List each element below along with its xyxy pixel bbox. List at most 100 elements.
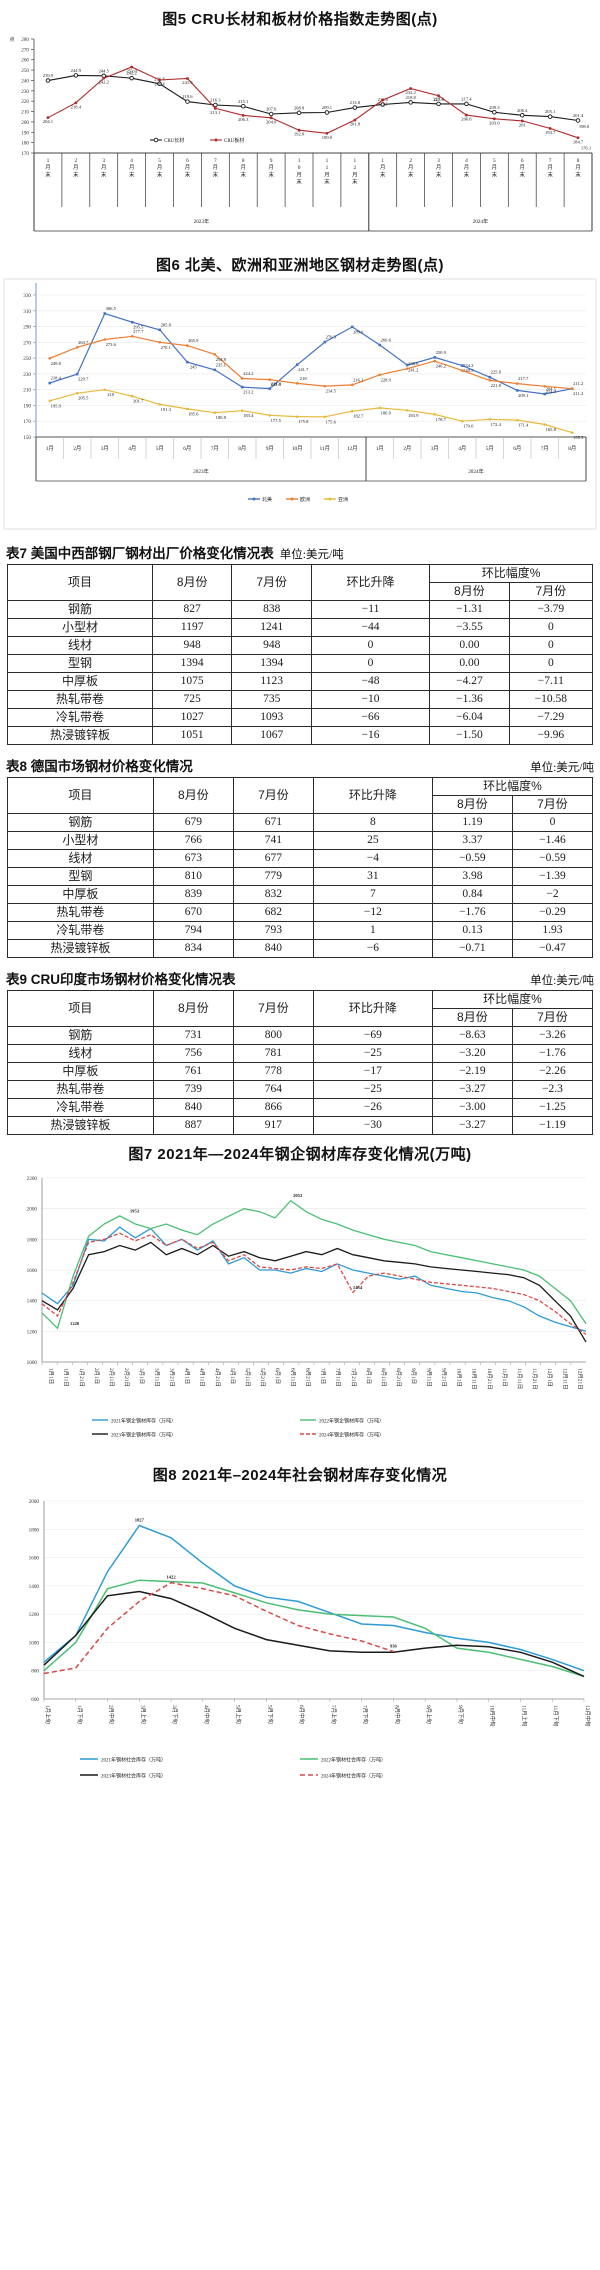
table-row: 小型材 1197 1241 −44 −3.55 0 (7, 618, 594, 637)
chart-label: 2 (353, 165, 356, 171)
value-aug: 739 (152, 1080, 234, 1099)
chart-label: 末 (408, 170, 414, 178)
value-aug: 731 (152, 1026, 234, 1045)
item: 热浸镀锌板 (7, 939, 154, 958)
chart-label: 249.8 (51, 361, 62, 366)
value-pct-aug: −1.36 (429, 690, 510, 709)
series-line-2024年钢材社会库存（万吨） (43, 1581, 394, 1675)
chart-label: 219.6 (182, 94, 193, 99)
chart-label: 月 (73, 164, 78, 171)
chart-label: 2022年钢企钢材库存（万吨） (319, 1418, 384, 1425)
value-change: −12 (312, 903, 433, 922)
value-jul: 1123 (231, 672, 312, 691)
chart-label: 5月1日 (229, 1368, 236, 1384)
th-pct-jul: 7月份 (511, 1008, 594, 1027)
chart-label: 1月 (46, 445, 54, 452)
chart-label: 217.4 (461, 96, 472, 101)
chart-label: 240.4 (154, 82, 165, 87)
chart-label: 206.6 (461, 117, 472, 122)
chart-label: 末 (352, 178, 358, 186)
value-pct-jul: −0.29 (511, 903, 594, 922)
chart-label: 1200 (27, 1329, 38, 1335)
chart-label: 270 (21, 47, 29, 53)
chart-label: 245 (190, 365, 198, 370)
th-aug: 8月份 (151, 564, 233, 601)
chart-label: 201 (519, 122, 527, 127)
table-subheader-row: 8月份 7月份 (8, 582, 594, 601)
value-aug: 725 (151, 690, 233, 709)
chart-label: 末 (185, 170, 191, 178)
value-pct-aug: −4.27 (429, 672, 510, 691)
value-aug: 1027 (151, 708, 233, 727)
chart-label: 月 (352, 171, 357, 178)
chart-label: 2000 (27, 1207, 38, 1213)
table-row: 型钢 810 779 31 3.98 −1.39 (7, 867, 594, 886)
chart-label: 1200 (29, 1612, 40, 1618)
value-pct-jul: −7.11 (508, 672, 594, 691)
chart-label: 289.6 (353, 329, 364, 334)
item: 热轧带卷 (7, 1080, 154, 1099)
figure5-title: 图5 CRU长材和板材价格指数走势图(点) (162, 11, 438, 28)
table8-title-row: 表8 德国市场钢材价格变化情况 单位:美元/吨 (0, 755, 600, 775)
chart-label: 3月1日 (138, 1368, 145, 1384)
table-row: 钢筋 731 800 −69 −8.63 −3.26 (7, 1026, 594, 1045)
value-jul: 1067 (231, 726, 312, 745)
value-jul: 778 (232, 1062, 314, 1081)
chart-label: 8月11日 (380, 1368, 387, 1387)
chart-label: 7月11日 (335, 1368, 342, 1387)
chart-label: 206.4 (517, 108, 528, 113)
chart-label: 218.4 (51, 376, 62, 381)
value-aug: 810 (152, 867, 234, 886)
chart-label: 171.4 (518, 423, 529, 428)
th-item: 项目 (7, 990, 154, 1027)
chart-label: 12月 (347, 445, 358, 452)
value-jul: 781 (232, 1044, 314, 1063)
chart-label: 198.0 (579, 124, 590, 129)
chart-label: 4月 (128, 445, 136, 452)
value-jul: 838 (231, 600, 312, 619)
chart-label: 月 (324, 171, 329, 178)
chart-label: 250 (23, 356, 31, 362)
chart-label: 234.2 (463, 363, 474, 368)
item: 热浸镀锌板 (7, 1116, 154, 1135)
table-row: 热浸镀锌板 1051 1067 −16 −1.50 −9.96 (7, 726, 594, 745)
chart-label: 266.6 (381, 338, 392, 343)
th-item: 项目 (7, 564, 153, 601)
table-row: 中厚板 1075 1123 −48 −4.27 −7.11 (7, 672, 594, 691)
th-aug: 8月份 (152, 777, 234, 814)
value-aug: 887 (152, 1116, 234, 1135)
value-pct-jul: 1.93 (511, 921, 594, 940)
value-pct-jul: 0 (508, 654, 594, 673)
th-pct-group: 环比幅度% (429, 564, 593, 583)
chart-label: 2022年钢材社会库存（万吨） (321, 1757, 386, 1764)
chart-label: 285.8 (161, 322, 172, 327)
chart-label: 236.6 (408, 361, 419, 366)
th-pct-group: 环比幅度% (431, 777, 594, 796)
th-pct-group: 环比幅度% (431, 990, 594, 1009)
series-line-2024年钢企钢材库存（万吨） (41, 1232, 587, 1335)
value-change: 31 (312, 867, 433, 886)
value-pct-aug: −2.19 (431, 1062, 513, 1081)
chart-label: 1 (381, 158, 384, 164)
value-pct-jul: −2.3 (511, 1080, 594, 1099)
chart-label: 2月 (73, 445, 81, 452)
chart-label: 月 (380, 164, 385, 171)
value-aug: 1394 (151, 654, 233, 673)
chart-annotation: 2052 (293, 1193, 303, 1198)
chart-label: 末 (324, 178, 330, 186)
figure8-title: 图8 2021年–2024年社会钢材库存变化情况 (152, 1467, 448, 1484)
chart-label: 2024年钢材社会库存（万吨） (321, 1773, 386, 1780)
chart-label: 209.1 (518, 393, 529, 398)
chart-label: 244.9 (71, 68, 82, 73)
item: 热浸镀锌板 (7, 726, 153, 745)
item: 钢筋 (7, 1026, 154, 1045)
chart-label: 244.5 (99, 68, 110, 73)
item: 冷轧带卷 (7, 921, 154, 940)
value-aug: 761 (152, 1062, 234, 1081)
chart-label: 172.4 (491, 422, 502, 427)
chart-label: 183.4 (243, 413, 254, 418)
value-aug: 1197 (151, 618, 233, 637)
chart-label: 12月21日 (576, 1368, 583, 1390)
item: 小型材 (7, 618, 153, 637)
chart-label: 600 (31, 1697, 39, 1703)
